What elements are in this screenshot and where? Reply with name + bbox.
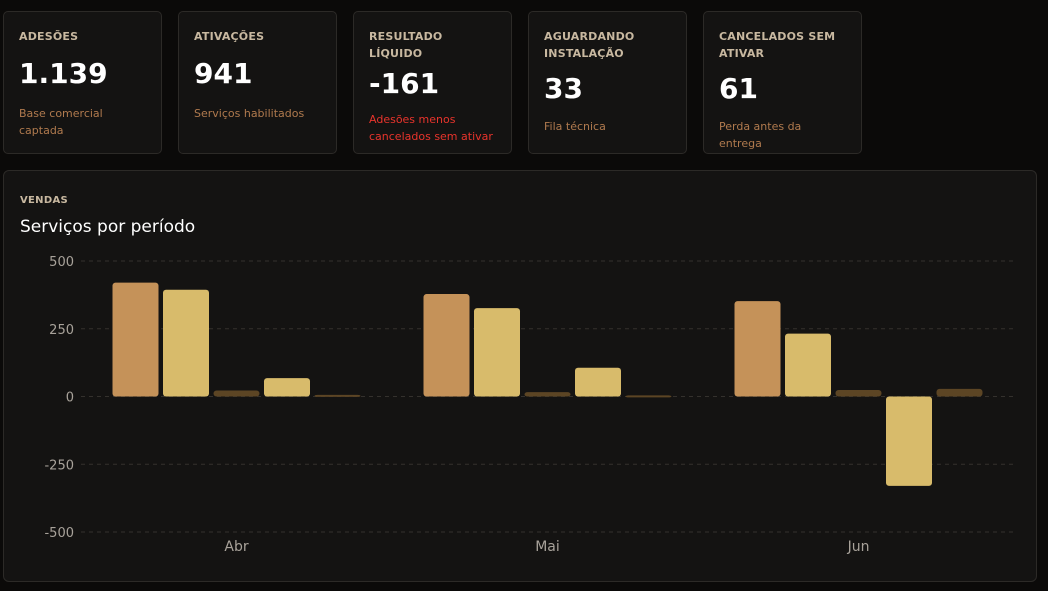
y-tick-label: -250 (44, 458, 74, 473)
panel-eyebrow: VENDAS (20, 195, 68, 206)
x-tick-label: Abr (224, 539, 248, 555)
bar-jun-4[interactable] (886, 396, 932, 486)
kpi-value: 33 (544, 72, 583, 105)
kpi-value: 61 (719, 72, 758, 105)
bar-mai-2[interactable] (474, 308, 520, 397)
kpi-card-cancelados-sem-ativar: CANCELADOS SEM ATIVAR 61 Perda antes da … (703, 11, 862, 154)
kpi-subtitle: Fila técnica (544, 120, 606, 133)
x-tick-label: Jun (847, 539, 870, 555)
kpi-subtitle: Base comercial captada (19, 107, 103, 137)
y-tick-label: 250 (49, 323, 74, 338)
kpi-label: ADESÕES (19, 30, 79, 43)
bar-mai-1[interactable] (423, 294, 470, 397)
kpi-card-resultado-liquido: RESULTADO LÍQUIDO -161 Adesões menos can… (353, 11, 512, 154)
bar-abr-1[interactable] (112, 282, 159, 397)
bar-abr-4[interactable] (264, 378, 310, 397)
bar-jun-1[interactable] (734, 301, 781, 397)
kpi-value: 1.139 (19, 57, 108, 90)
kpi-card-adesoes: ADESÕES 1.139 Base comercial captada (3, 11, 162, 154)
bar-jun-5[interactable] (936, 388, 983, 397)
bar-abr-3[interactable] (213, 390, 260, 397)
kpi-card-ativacoes: ATIVAÇÕES 941 Serviços habilitados (178, 11, 337, 154)
bar-mai-4[interactable] (575, 367, 621, 397)
bar-jun-3[interactable] (835, 389, 882, 397)
bar-jun-2[interactable] (785, 333, 831, 397)
kpi-label: ATIVAÇÕES (194, 30, 265, 43)
kpi-subtitle: Perda antes da entrega (719, 120, 802, 150)
services-bar-chart: 500 250 0 -250 -500 Abr Mai Jun (44, 255, 1014, 555)
bar-abr-2[interactable] (163, 289, 209, 397)
kpi-label: RESULTADO LÍQUIDO (369, 30, 443, 60)
kpi-card-aguardando-instalacao: AGUARDANDO INSTALAÇÃO 33 Fila técnica (528, 11, 687, 154)
y-tick-label: -500 (44, 526, 74, 541)
y-tick-label: 500 (49, 255, 74, 270)
kpi-value: -161 (369, 67, 440, 100)
panel-title: Serviços por período (20, 217, 196, 237)
y-tick-label: 0 (66, 391, 74, 406)
bar-mai-3[interactable] (524, 392, 571, 397)
kpi-label: CANCELADOS SEM ATIVAR (719, 30, 836, 60)
bar-abr-5[interactable] (314, 394, 361, 397)
kpi-subtitle: Serviços habilitados (194, 107, 305, 120)
x-tick-label: Mai (535, 539, 560, 555)
kpi-value: 941 (194, 57, 253, 90)
kpi-label: AGUARDANDO INSTALAÇÃO (544, 30, 635, 60)
kpi-subtitle: Adesões menos cancelados sem ativar (369, 113, 493, 143)
sales-chart-panel: VENDAS Serviços por período 500 250 0 -250 -… (3, 170, 1037, 582)
bar-mai-5[interactable] (625, 395, 672, 398)
